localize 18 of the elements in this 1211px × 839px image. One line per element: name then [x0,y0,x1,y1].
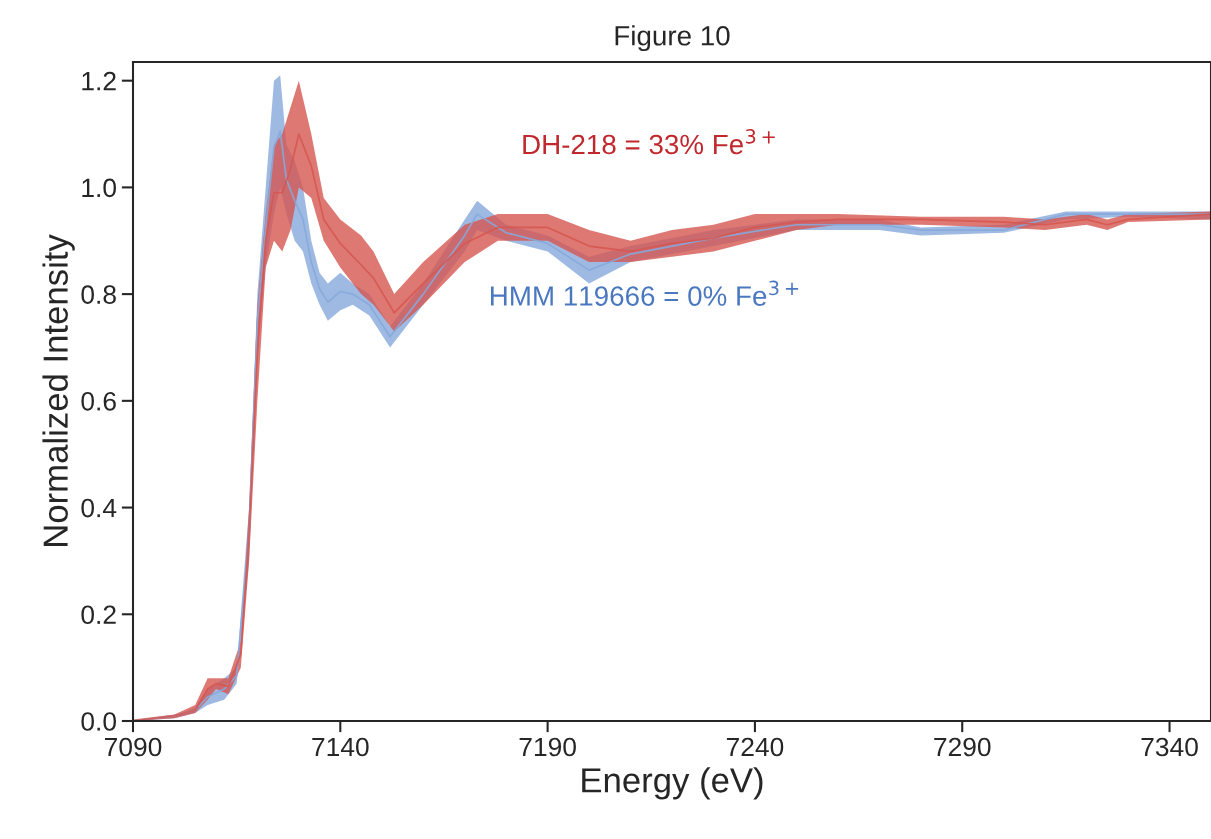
x-axis-title: Energy (eV) [582,767,763,800]
x-tick-label: 7240 [726,737,784,757]
x-tick-label: 7140 [312,737,369,757]
y-axis-title: Normalized Intensity [42,234,75,546]
x-tick-label: 7290 [934,737,991,757]
y-tick-label: 1.2 [82,71,116,91]
x-tick-label: 7340 [1141,737,1198,757]
y-tick-label: 0.4 [81,498,117,518]
y-tick-label: 0.6 [81,391,116,411]
x-tick-label: 7190 [519,737,576,757]
y-tick-label: 0.2 [81,605,116,625]
series-label: HMM 119666 = 0% Fe$^{3+}$ [491,280,799,306]
y-tick-label: 1.0 [82,178,116,198]
x-tick-label: 7090 [105,737,162,757]
y-tick-label: 0.8 [81,285,116,304]
chart-title: Figure 10 [615,25,730,52]
y-tick-label: 0.0 [81,712,116,731]
text: DH-218 = 33% Fe$^{3+}$ [523,128,775,155]
